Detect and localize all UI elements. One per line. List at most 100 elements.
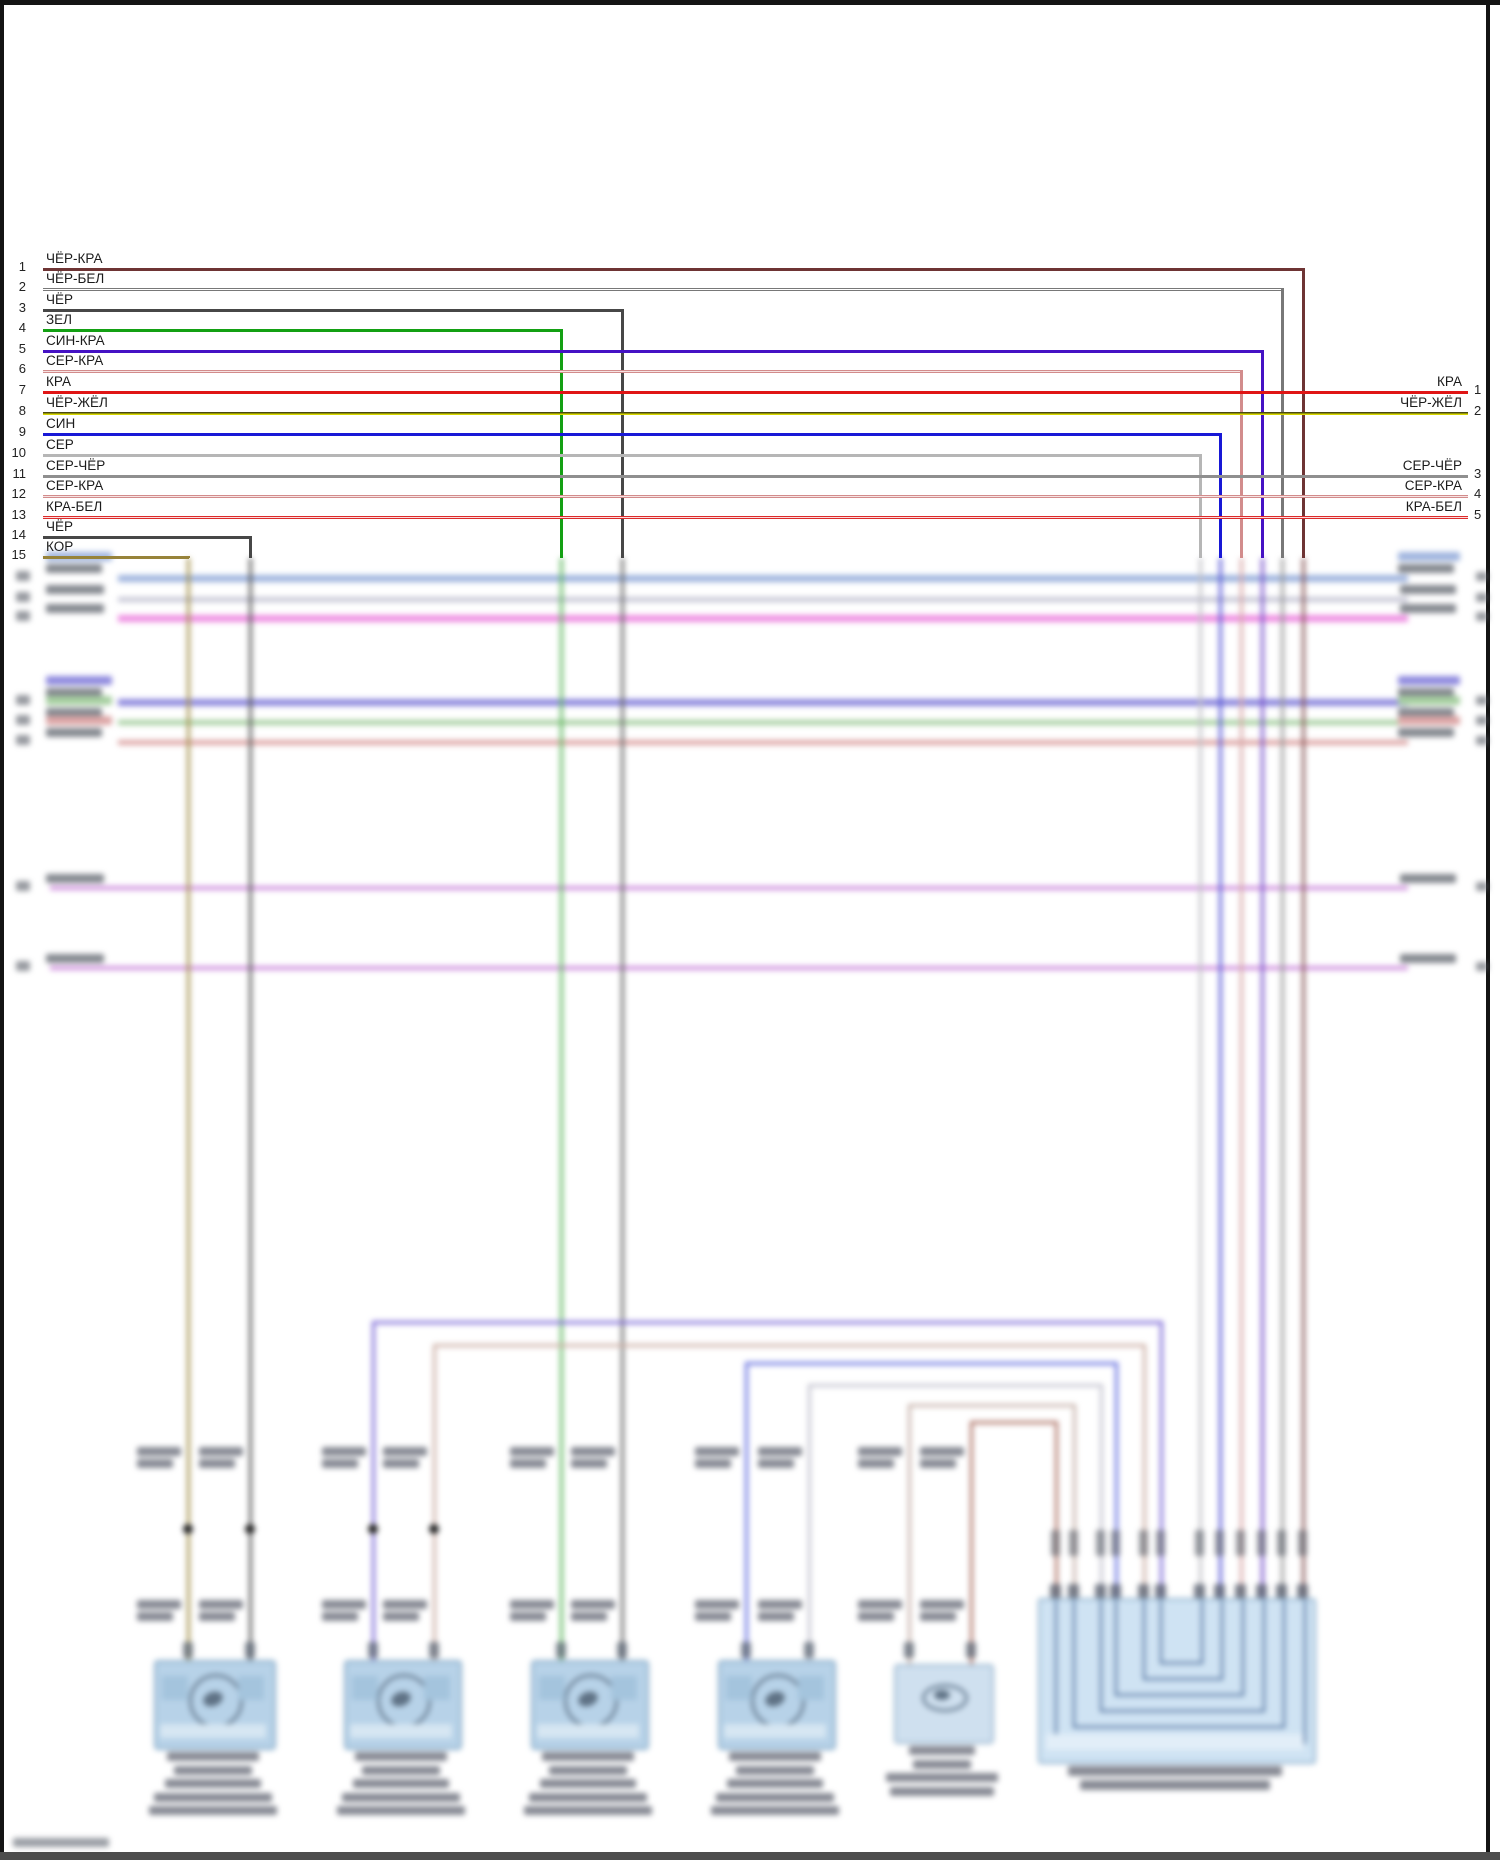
wire-hline (43, 329, 562, 332)
wire-color-label-left: КОР (46, 539, 74, 554)
blurred-text-smudge (1398, 564, 1454, 573)
speaker-bottom-band (724, 1724, 826, 1738)
connector-pin-label (1236, 1530, 1245, 1556)
wire-vline (1240, 370, 1243, 558)
blurred-text-smudge (913, 1759, 971, 1769)
blurred-text-smudge (1400, 874, 1456, 883)
blurred-text-smudge (1398, 688, 1454, 697)
wire-hline (43, 350, 1263, 353)
blurred-text-smudge (353, 1779, 449, 1788)
splice-dot (245, 1524, 255, 1534)
page-border-right (1486, 0, 1490, 1852)
wire-number-left: 7 (18, 382, 26, 397)
page-border-top (0, 0, 1500, 5)
blurred-text-smudge (1398, 708, 1454, 717)
wire-vline (1261, 350, 1264, 558)
wire-number-left: 11 (12, 466, 27, 481)
blurred-text-smudge (1398, 728, 1454, 737)
loop-wire-horizontal (433, 1344, 1146, 1347)
blurred-text-smudge (1068, 1766, 1282, 1776)
wire-number-left: 3 (18, 300, 26, 315)
speaker-wing-left (539, 1676, 565, 1700)
connector-pin-mark (1138, 1584, 1149, 1598)
blurred-text-smudge (46, 696, 112, 705)
blurred-text-smudge (46, 954, 104, 963)
connector-pin-label (1257, 1530, 1266, 1556)
wire-number-right: 1 (1474, 382, 1482, 397)
blurred-text-smudge (362, 1765, 440, 1775)
blurred-text-smudge (383, 1600, 427, 1609)
loop-wire-right-leg (1100, 1384, 1103, 1598)
wire-color-label-left: ЧЁР (46, 292, 74, 307)
blurred-text-smudge (510, 1600, 554, 1609)
blurred-text-smudge (46, 585, 104, 594)
wire-color-label-left: ЧЁР-ЖЁЛ (46, 395, 108, 410)
splice-dot (429, 1524, 439, 1534)
blurred-wire-row (118, 739, 1408, 745)
connector-pin-label (1096, 1530, 1105, 1556)
wire-vline-blurred (187, 558, 190, 1660)
connector-internal-trace (1143, 1600, 1223, 1680)
connector-pin-label (1111, 1530, 1120, 1556)
blurred-text-smudge (727, 1779, 823, 1788)
connector-pin-label (1277, 1530, 1286, 1556)
loop-wire-right-leg (1073, 1404, 1076, 1598)
blurred-wire-row (50, 966, 1408, 970)
blurred-text-smudge (695, 1459, 731, 1468)
wire-color-label-left: ЧЁР (46, 519, 74, 534)
wire-color-label-right: СЕР-КРА (1404, 478, 1462, 493)
connector-internal-trace (1160, 1600, 1203, 1664)
wire-color-label-left: СЕР (46, 437, 74, 452)
blurred-text-smudge (137, 1459, 173, 1468)
connector-pin-label (1195, 1530, 1204, 1556)
wire-number-left: 9 (18, 424, 26, 439)
blurred-text-smudge (322, 1447, 366, 1456)
wire-hline (43, 288, 1283, 291)
connector-pin-mark (1155, 1584, 1166, 1598)
blurred-text-smudge (1398, 552, 1460, 561)
wire-color-label-left: ЗЕЛ (46, 312, 73, 327)
connector-pin-mark (1235, 1584, 1246, 1598)
loop-wire-horizontal (908, 1404, 1076, 1407)
blurred-text-smudge (322, 1600, 366, 1609)
loop-wire-horizontal (808, 1384, 1103, 1387)
pin-connector-mark (904, 1642, 914, 1658)
loop-wire-left-leg (970, 1421, 973, 1664)
blurred-text-smudge (549, 1765, 627, 1775)
wire-vline-blurred (249, 558, 252, 1660)
blurred-wire-row (50, 886, 1408, 890)
blurred-text-smudge (383, 1459, 419, 1468)
blurred-row-number-left (16, 715, 30, 725)
wire-number-left: 14 (11, 527, 26, 542)
loop-wire-horizontal (745, 1362, 1118, 1365)
wire-vline-blurred (1281, 558, 1284, 1598)
loop-wire-right-leg (1115, 1362, 1118, 1598)
wire-number-left: 5 (18, 341, 26, 356)
wire-vline (187, 556, 190, 558)
connector-pin-mark (1110, 1584, 1121, 1598)
wire-color-label-right: КРА (1437, 374, 1462, 389)
wire-number-left: 4 (18, 320, 26, 335)
blurred-text-smudge (137, 1612, 173, 1621)
connector-pin-mark (1256, 1584, 1267, 1598)
connector-internal-trace (1100, 1600, 1265, 1712)
blurred-text-smudge (758, 1612, 794, 1621)
pin-connector-mark (556, 1642, 566, 1658)
blurred-text-smudge (695, 1600, 739, 1609)
blurred-wire-row (118, 698, 1408, 706)
wire-number-left: 10 (11, 445, 26, 460)
pin-connector-mark (368, 1642, 378, 1658)
page-border-left (0, 0, 4, 1852)
blurred-text-smudge (149, 1806, 277, 1815)
connector-pin-mark (1276, 1584, 1287, 1598)
watermark (13, 1838, 109, 1847)
wire-hline (43, 391, 1468, 394)
pin-connector-mark (741, 1642, 751, 1658)
blurred-text-smudge (716, 1792, 834, 1802)
tweeter-icon-blob (934, 1690, 950, 1700)
wire-color-label-left: СИН (46, 416, 76, 431)
blurred-row-number-left (16, 611, 30, 621)
wire-hline (43, 556, 189, 559)
blurred-text-smudge (46, 716, 112, 725)
